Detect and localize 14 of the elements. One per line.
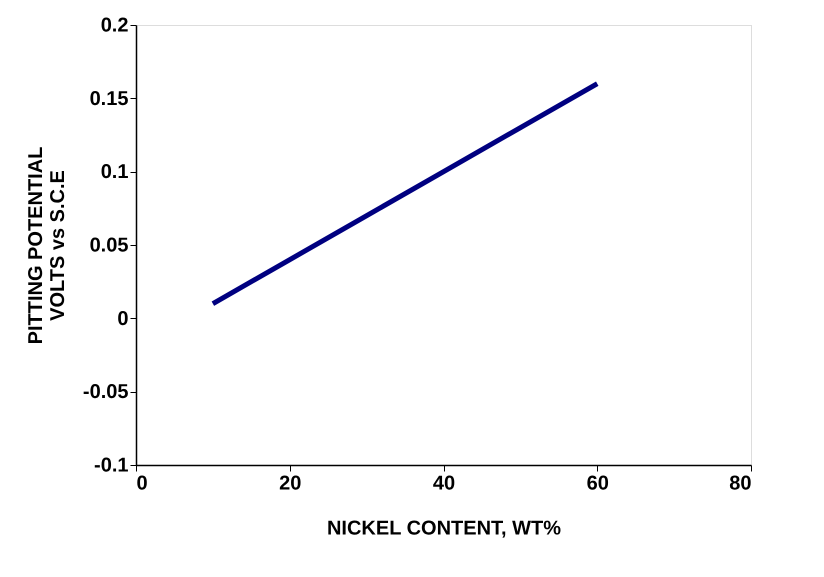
y-tick-label: 0.05 [90,234,128,256]
y-axis-title: PITTING POTENTIAL VOLTS vs S.C.E [24,146,69,344]
x-tick-label: 60 [586,472,609,494]
y-tick-label: -0.1 [94,454,128,476]
x-tick-label: 20 [279,472,302,494]
y-tick-label: 0.2 [100,14,128,36]
y-tick-label: -0.05 [82,381,128,404]
x-tick-label: 0 [136,472,148,494]
x-tick-label: 40 [432,472,456,494]
y-tick-label: 0.1 [100,161,128,184]
y-tick-label: 0 [117,308,128,330]
x-tick-label: 80 [729,472,752,494]
x-axis-title: NICKEL CONTENT, WT% [326,518,562,540]
y-tick-label: 0.15 [90,88,128,110]
